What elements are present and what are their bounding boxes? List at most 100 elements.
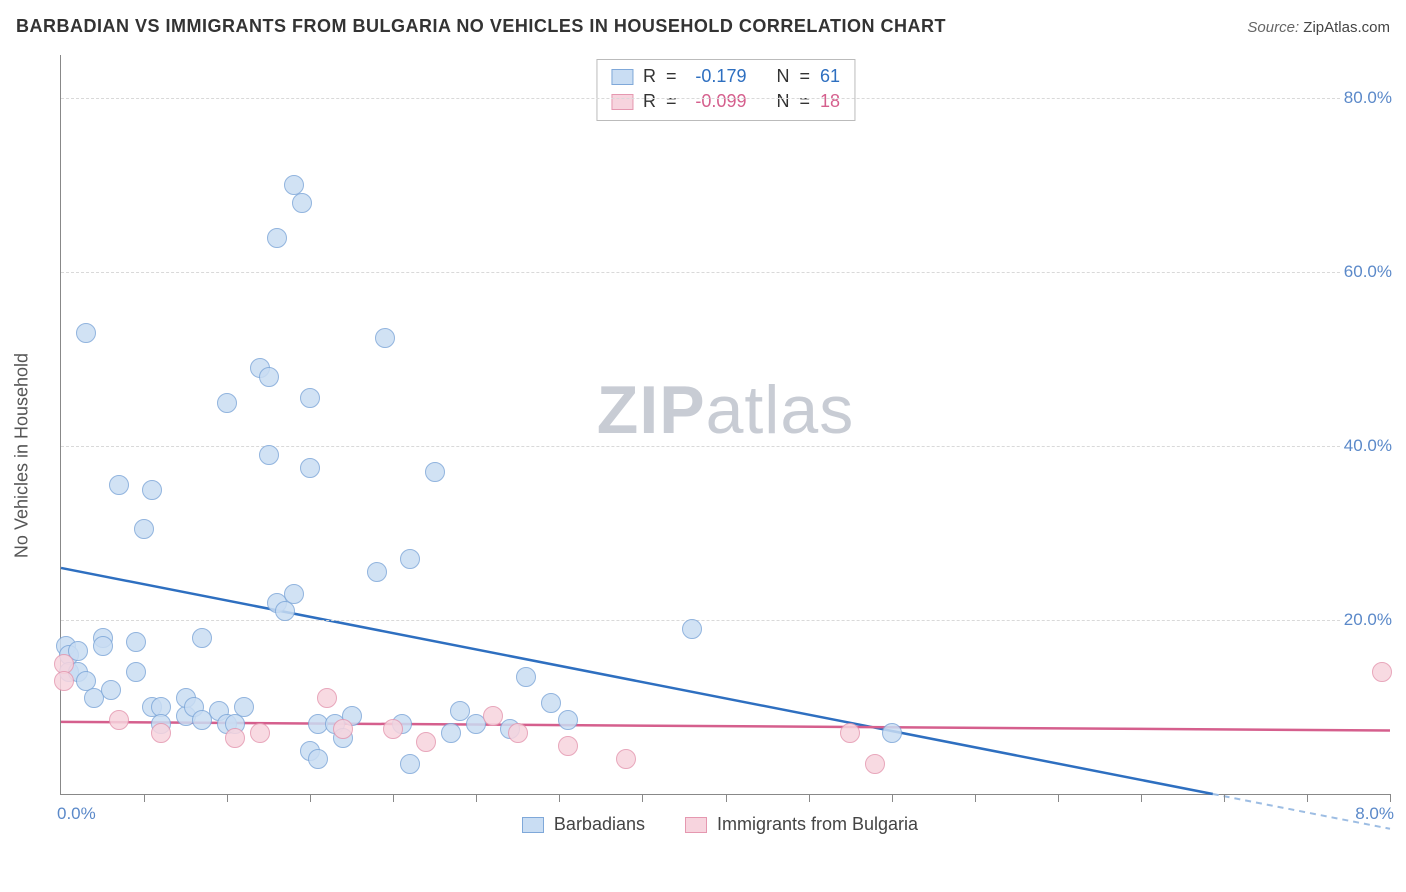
scatter-point [151,723,171,743]
scatter-point [441,723,461,743]
x-tick [642,794,643,802]
scatter-point [284,584,304,604]
scatter-point [126,632,146,652]
scatter-point [267,228,287,248]
stat-r-label: R [643,89,656,114]
scatter-point [383,719,403,739]
x-tick [310,794,311,802]
chart-source: Source: ZipAtlas.com [1247,19,1390,36]
scatter-point [259,367,279,387]
scatter-point [134,519,154,539]
x-tick [1390,794,1391,802]
scatter-point [300,458,320,478]
scatter-point [317,688,337,708]
stats-legend-row: R=-0.099 N=18 [611,89,840,114]
stats-legend-row: R = -0.179 N = 61 [611,64,840,89]
stat-n-value: 18 [820,89,840,114]
stat-eq: = [666,64,677,89]
legend-item: Immigrants from Bulgaria [685,814,918,835]
scatter-point [109,475,129,495]
stat-n-label: N [776,89,789,114]
scatter-point [93,636,113,656]
scatter-point [101,680,121,700]
legend-swatch [611,94,633,110]
scatter-point [109,710,129,730]
scatter-point [259,445,279,465]
scatter-point [192,628,212,648]
regression-lines-svg [61,55,1390,794]
scatter-point [516,667,536,687]
x-tick [892,794,893,802]
legend-swatch [685,817,707,833]
scatter-point [865,754,885,774]
gridline [61,446,1390,447]
scatter-point [483,706,503,726]
scatter-point [400,549,420,569]
gridline [61,98,1390,99]
x-tick [726,794,727,802]
x-tick [1307,794,1308,802]
scatter-point [126,662,146,682]
x-tick [975,794,976,802]
stat-r-value: -0.099 [686,89,746,114]
scatter-point [558,736,578,756]
scatter-point [300,388,320,408]
y-tick-label: 40.0% [1340,436,1392,456]
scatter-point [616,749,636,769]
x-tick [393,794,394,802]
scatter-point [541,693,561,713]
scatter-point [375,328,395,348]
source-label: Source: [1247,19,1299,36]
scatter-point [416,732,436,752]
regression-line [61,568,1213,794]
scatter-point [225,728,245,748]
legend-swatch [611,69,633,85]
y-tick-label: 80.0% [1340,88,1392,108]
scatter-point [234,697,254,717]
x-tick [1058,794,1059,802]
scatter-point [1372,662,1392,682]
y-axis-label: No Vehicles in Household [12,353,33,558]
x-tick [1224,794,1225,802]
legend-item: Barbadians [522,814,645,835]
scatter-point [333,719,353,739]
y-tick-label: 20.0% [1340,610,1392,630]
gridline [61,620,1390,621]
x-tick [1141,794,1142,802]
scatter-point [308,749,328,769]
chart-header: BARBADIAN VS IMMIGRANTS FROM BULGARIA NO… [16,16,1390,37]
series-legend: Barbadians Immigrants from Bulgaria [50,814,1390,835]
legend-label: Immigrants from Bulgaria [717,814,918,835]
scatter-point [558,710,578,730]
scatter-point [367,562,387,582]
stat-r-label: R [643,64,656,89]
stat-eq: = [799,64,810,89]
source-value: ZipAtlas.com [1303,19,1390,36]
scatter-point [508,723,528,743]
scatter-point [840,723,860,743]
stat-n-label: N [776,64,789,89]
x-tick [476,794,477,802]
scatter-point [682,619,702,639]
scatter-point [292,193,312,213]
scatter-point [275,601,295,621]
legend-swatch [522,817,544,833]
scatter-point [142,480,162,500]
scatter-point [425,462,445,482]
scatter-point [217,393,237,413]
scatter-point [76,323,96,343]
x-tick [809,794,810,802]
scatter-point [400,754,420,774]
x-tick [559,794,560,802]
x-tick [144,794,145,802]
plot-area: ZIPatlas R=-0.179 N=61R=-0.099 N=18 0.0%… [60,55,1390,795]
stats-legend: R = -0.179 N = 61R = -0.099 N = 18 [596,59,855,121]
chart-area: No Vehicles in Household ZIPatlas R=-0.1… [50,55,1390,835]
legend-label: Barbadians [554,814,645,835]
stat-r-value: -0.179 [686,64,746,89]
scatter-point [54,671,74,691]
gridline [61,272,1390,273]
stat-n-value: 61 [820,64,840,89]
stat-eq: = [666,89,677,114]
y-tick-label: 60.0% [1340,262,1392,282]
